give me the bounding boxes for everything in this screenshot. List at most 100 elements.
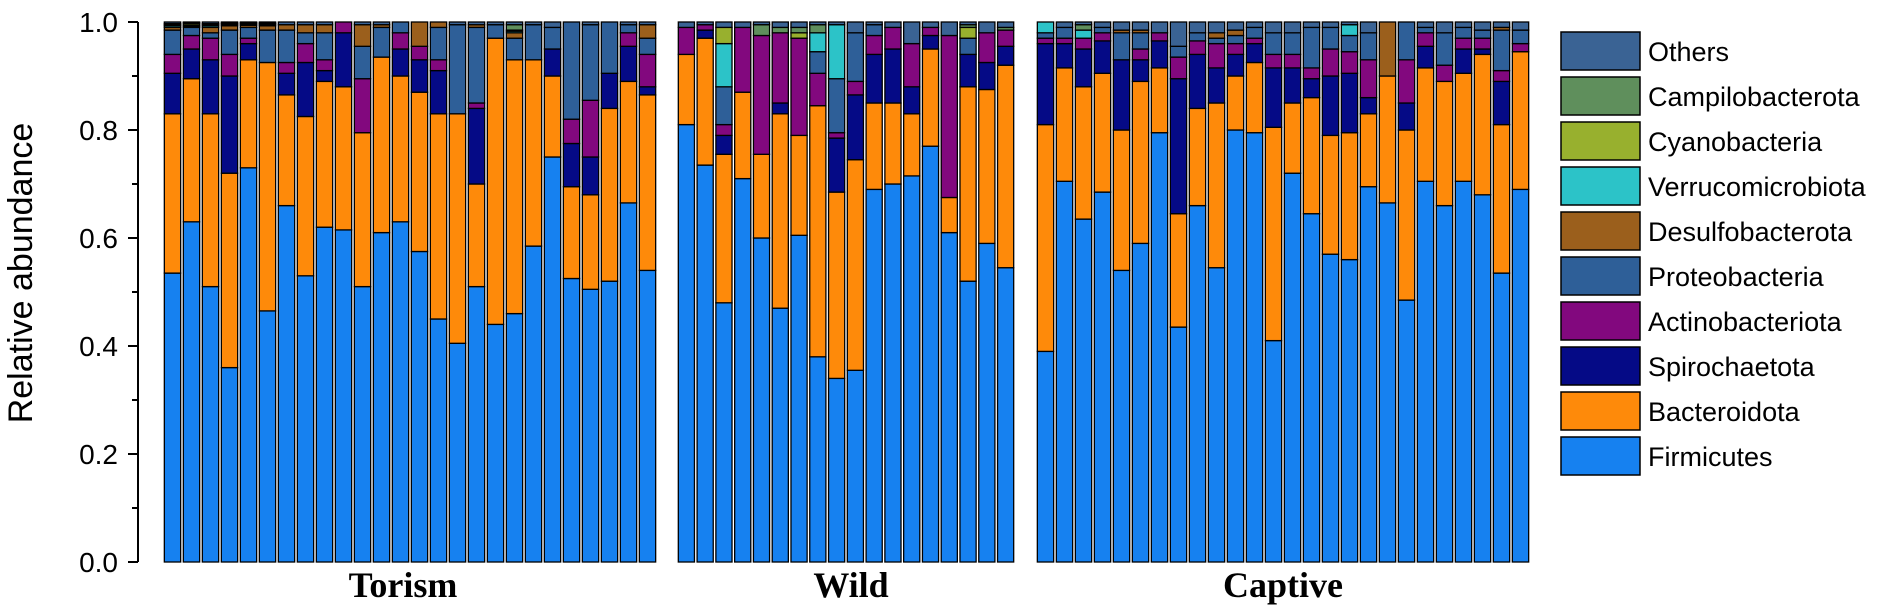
bar-segment-firmicutes <box>543 156 562 563</box>
bar-segment-actinobacteriota <box>865 34 883 56</box>
bar-segment-spirochaetota <box>1131 59 1150 83</box>
bar-segment-spirochaetota <box>391 48 410 77</box>
bar-segment-others <box>940 21 959 37</box>
bar-segment-bacteroidota <box>486 37 505 326</box>
stacked-bar <box>600 21 619 563</box>
bar-segment-bacteroidota <box>1511 51 1530 191</box>
stacked-bar <box>1074 21 1093 563</box>
bar-segment-proteobacteria <box>959 37 977 56</box>
bar-segment-actinobacteriota <box>921 26 940 37</box>
bar-segment-others <box>1359 21 1378 34</box>
bar-segment-proteobacteria <box>1207 37 1226 45</box>
bar-segment-firmicutes <box>201 285 220 563</box>
bar-segment-bacteroidota <box>827 191 846 380</box>
bar-segment-bacteroidota <box>1454 72 1473 182</box>
bar-segment-actinobacteriota <box>1131 48 1150 61</box>
stacked-bar <box>543 21 562 563</box>
bar-segment-others <box>1302 21 1321 29</box>
y-tick-label: 0.8 <box>79 115 118 146</box>
bar-segment-actinobacteriota <box>1340 51 1359 74</box>
bar-segment-proteobacteria <box>201 32 220 39</box>
bar-segment-actinobacteriota <box>201 37 220 61</box>
bar-segment-bacteroidota <box>410 91 429 253</box>
bar-segment-actinobacteriota <box>903 42 921 88</box>
bar-segment-firmicutes <box>334 229 353 563</box>
bar-segment-actinobacteriota <box>220 53 239 77</box>
bar-segment-campilobacterota <box>1074 24 1093 31</box>
bar-segment-bacteroidota <box>865 102 883 191</box>
bar-segment-firmicutes <box>239 167 258 563</box>
bar-segment-proteobacteria <box>562 21 581 120</box>
bar-segment-spirochaetota <box>1112 59 1131 131</box>
legend-item-desulfobacterota: Desulfobacterota <box>1560 211 1853 251</box>
bar-segment-spirochaetota <box>696 29 714 39</box>
bar-segment-firmicutes <box>996 267 1015 563</box>
bar-segment-actinobacteriota <box>734 26 752 93</box>
bar-segment-others <box>1074 21 1093 26</box>
bar-segment-bacteroidota <box>581 194 600 290</box>
legend-item-campilobacterota: Campilobacterota <box>1560 76 1861 116</box>
bar-segment-actinobacteriota <box>467 102 486 110</box>
y-tick-label: 0.2 <box>79 439 118 470</box>
bar-segment-firmicutes <box>734 177 752 563</box>
legend-swatch <box>1560 76 1641 116</box>
legend-swatch <box>1560 121 1641 161</box>
bar-segment-actinobacteriota <box>619 32 638 47</box>
bar-segment-spirochaetota <box>277 72 296 96</box>
bar-segment-spirochaetota <box>315 69 334 83</box>
legend-label: Verrucomicrobiota <box>1648 172 1867 202</box>
bar-segment-proteobacteria <box>600 21 619 74</box>
legend-swatch <box>1560 346 1641 386</box>
bar-segment-spirochaetota <box>581 156 600 196</box>
bar-segment-desulfobacterota <box>429 21 448 29</box>
bar-segment-others <box>1264 21 1283 34</box>
stacked-bar <box>771 21 790 563</box>
stacked-bar <box>677 21 696 563</box>
bar-segment-firmicutes <box>1074 218 1093 563</box>
legend-swatch <box>1560 301 1641 341</box>
bar-segment-others <box>1283 21 1302 34</box>
stacked-bar <box>959 21 977 563</box>
bar-segment-proteobacteria <box>1473 29 1492 39</box>
bar-segment-actinobacteriota <box>1169 56 1188 80</box>
bar-segment-firmicutes <box>846 369 865 563</box>
bar-segment-spirochaetota <box>239 42 258 61</box>
bar-segment-proteobacteria <box>846 32 865 83</box>
bar-segment-spirochaetota <box>1397 102 1416 131</box>
stacked-bar <box>1359 21 1378 563</box>
bar-segment-proteobacteria <box>1340 34 1359 53</box>
bar-segment-verrucomicrobiota <box>809 32 827 53</box>
bar-segment-verrucomicrobiota <box>1340 24 1359 37</box>
bar-segment-proteobacteria <box>1093 26 1112 34</box>
bar-segment-actinobacteriota <box>715 123 733 137</box>
stacked-bar <box>296 21 315 563</box>
bar-segment-spirochaetota <box>220 75 239 174</box>
bar-segment-bacteroidota <box>809 105 827 358</box>
legend-swatch <box>1560 211 1641 251</box>
bar-segment-proteobacteria <box>296 32 315 45</box>
bar-segment-firmicutes <box>1264 339 1283 563</box>
bar-segment-firmicutes <box>940 231 959 563</box>
bar-segment-actinobacteriota <box>638 53 657 88</box>
bar-segment-others <box>524 21 543 26</box>
bar-segment-others <box>239 21 258 24</box>
bar-segment-bacteroidota <box>1473 53 1492 196</box>
bar-segment-firmicutes <box>677 123 696 563</box>
bar-segment-desulfobacterota <box>353 24 372 47</box>
bar-segment-spirochaetota <box>1492 80 1511 126</box>
bar-segment-bacteroidota <box>996 64 1015 269</box>
bar-segment-desulfobacterota <box>1378 21 1397 77</box>
bar-segment-others <box>1112 21 1131 31</box>
bar-segment-spirochaetota <box>978 61 996 91</box>
bar-segment-bacteroidota <box>372 56 391 234</box>
bar-segment-others <box>1435 21 1454 34</box>
y-tick-label: 0.4 <box>79 331 118 362</box>
bar-segment-actinobacteriota <box>1321 48 1340 77</box>
stacked-bar <box>1188 21 1207 563</box>
stacked-bar <box>827 21 846 563</box>
legend-swatch <box>1560 256 1641 296</box>
stacked-bar <box>182 21 201 563</box>
bar-segment-spirochaetota <box>865 53 883 104</box>
bar-segment-actinobacteriota <box>1055 37 1074 45</box>
bar-segment-spirochaetota <box>1074 48 1093 88</box>
